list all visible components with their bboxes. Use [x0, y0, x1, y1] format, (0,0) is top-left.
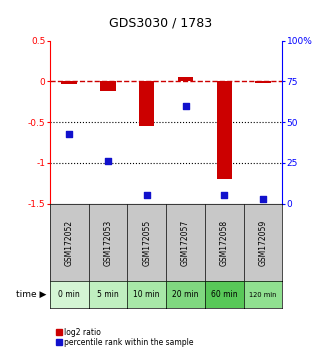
Bar — [139, 81, 154, 126]
Text: GSM172057: GSM172057 — [181, 219, 190, 266]
Text: 0 min: 0 min — [58, 290, 80, 299]
Point — [183, 103, 188, 109]
Text: GSM172052: GSM172052 — [65, 219, 74, 266]
Text: 10 min: 10 min — [134, 290, 160, 299]
Text: 20 min: 20 min — [172, 290, 199, 299]
Text: GSM172058: GSM172058 — [220, 219, 229, 266]
Point — [222, 193, 227, 198]
Bar — [255, 81, 271, 83]
Point — [144, 193, 149, 198]
Bar — [178, 77, 193, 81]
Text: 5 min: 5 min — [97, 290, 119, 299]
Text: GSM172055: GSM172055 — [142, 219, 151, 266]
Point — [66, 131, 72, 136]
Text: time ▶: time ▶ — [16, 290, 47, 299]
Point — [261, 196, 266, 201]
Point — [105, 158, 110, 164]
Bar — [61, 81, 77, 84]
Text: GSM172053: GSM172053 — [103, 219, 112, 266]
Text: 120 min: 120 min — [249, 292, 277, 298]
Legend: log2 ratio, percentile rank within the sample: log2 ratio, percentile rank within the s… — [54, 325, 197, 350]
Text: GSM172059: GSM172059 — [259, 219, 268, 266]
Bar — [100, 81, 116, 91]
Text: GDS3030 / 1783: GDS3030 / 1783 — [109, 17, 212, 29]
Text: 60 min: 60 min — [211, 290, 238, 299]
Bar — [217, 81, 232, 179]
